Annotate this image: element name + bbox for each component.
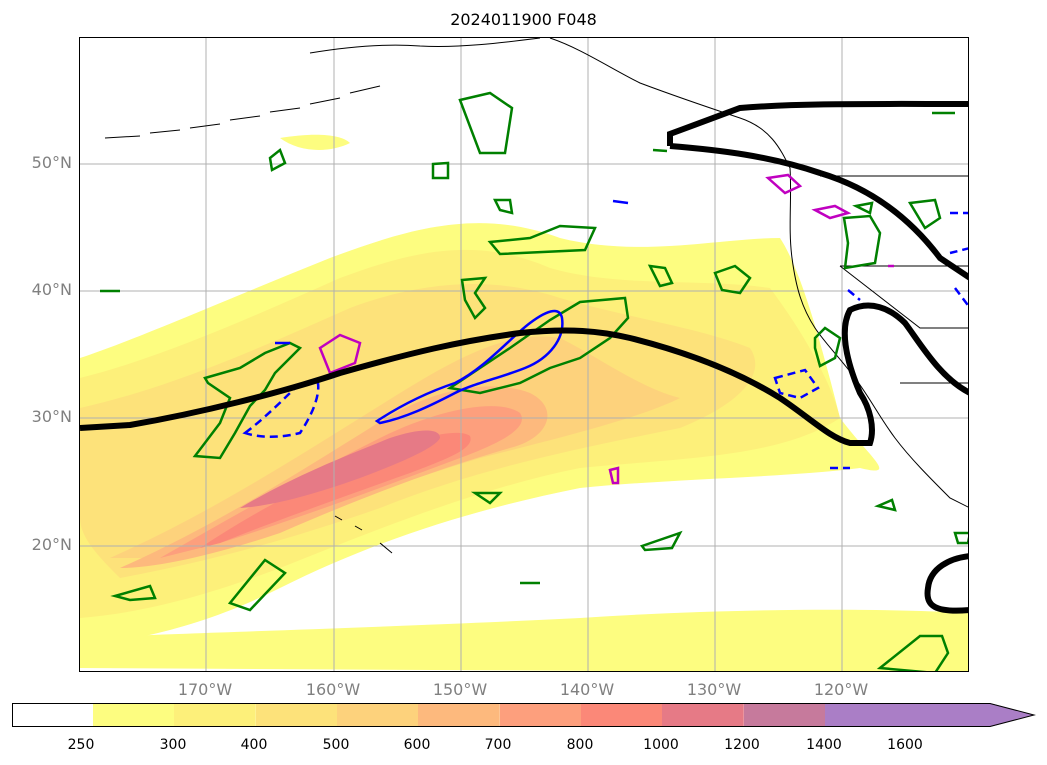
lon-label-130w: 130°W <box>686 680 742 699</box>
colorbar-tick-500: 500 <box>322 737 350 753</box>
lat-label-20n: 20°N <box>31 535 72 554</box>
colorbar-segment <box>93 703 175 727</box>
colorbar-segments <box>12 703 1034 727</box>
colorbar-extend-arrow <box>990 703 1034 727</box>
jet-axis-southeast <box>924 553 968 614</box>
lon-label-170w: 170°W <box>177 680 233 699</box>
colorbar-segment <box>12 703 94 727</box>
blue-contours <box>242 199 968 470</box>
blue-dashed-east <box>773 368 820 400</box>
colorbar-segment <box>500 703 582 727</box>
colorbar-tick-250: 250 <box>67 737 95 753</box>
colorbar-segment <box>256 703 338 727</box>
colorbar-segment <box>744 703 826 727</box>
colorbar-tick-1000: 1000 <box>643 737 679 753</box>
colorbar-segment <box>337 703 419 727</box>
colorbar-tick-400: 400 <box>240 737 268 753</box>
shade-1000 <box>240 430 440 508</box>
magenta-contours <box>318 173 894 485</box>
colorbar-tick-700: 700 <box>484 737 512 753</box>
shade-250-north <box>280 134 350 150</box>
map-title: 2024011900 F048 <box>450 10 597 29</box>
colorbar-segment <box>174 703 256 727</box>
jet-axis-north <box>667 100 968 146</box>
lat-label-40n: 40°N <box>31 280 72 299</box>
lat-label-50n: 50°N <box>31 153 72 172</box>
blue-dashed-west <box>242 381 320 438</box>
lon-label-140w: 140°W <box>559 680 615 699</box>
hawaii-islands <box>334 515 393 554</box>
alaska-coast <box>309 38 541 54</box>
map-canvas <box>80 38 968 671</box>
colorbar-tick-1600: 1600 <box>887 737 923 753</box>
shade-800 <box>200 432 471 548</box>
colorbar-tick-300: 300 <box>159 737 187 753</box>
blue-solid-jet <box>374 309 564 425</box>
blue-dashed-coast <box>830 211 968 470</box>
colorbar-segment <box>662 703 744 727</box>
gulf-alaska-coast <box>549 38 791 169</box>
graticule <box>80 38 968 671</box>
map-frame <box>79 37 969 672</box>
colorbar-segment <box>418 703 500 727</box>
colorbar-tick-1200: 1200 <box>724 737 760 753</box>
jet-axis <box>80 100 968 614</box>
jet-axis-main <box>80 302 968 446</box>
lon-label-150w: 150°W <box>432 680 488 699</box>
state-line-nv <box>839 265 968 329</box>
colorbar-segment <box>825 703 990 727</box>
colorbar-tick-1400: 1400 <box>806 737 842 753</box>
aleutian-islands <box>104 85 381 139</box>
colorbar-segment <box>581 703 663 727</box>
lat-label-30n: 30°N <box>31 407 72 426</box>
colorbar <box>12 703 1036 727</box>
colorbar-tick-600: 600 <box>403 737 431 753</box>
lon-label-120w: 120°W <box>813 680 869 699</box>
jet-axis-north-branch <box>669 143 968 281</box>
colorbar-outline <box>12 703 1036 727</box>
shade-250-south <box>80 609 968 671</box>
lon-label-160w: 160°W <box>305 680 361 699</box>
colorbar-tick-800: 800 <box>566 737 594 753</box>
